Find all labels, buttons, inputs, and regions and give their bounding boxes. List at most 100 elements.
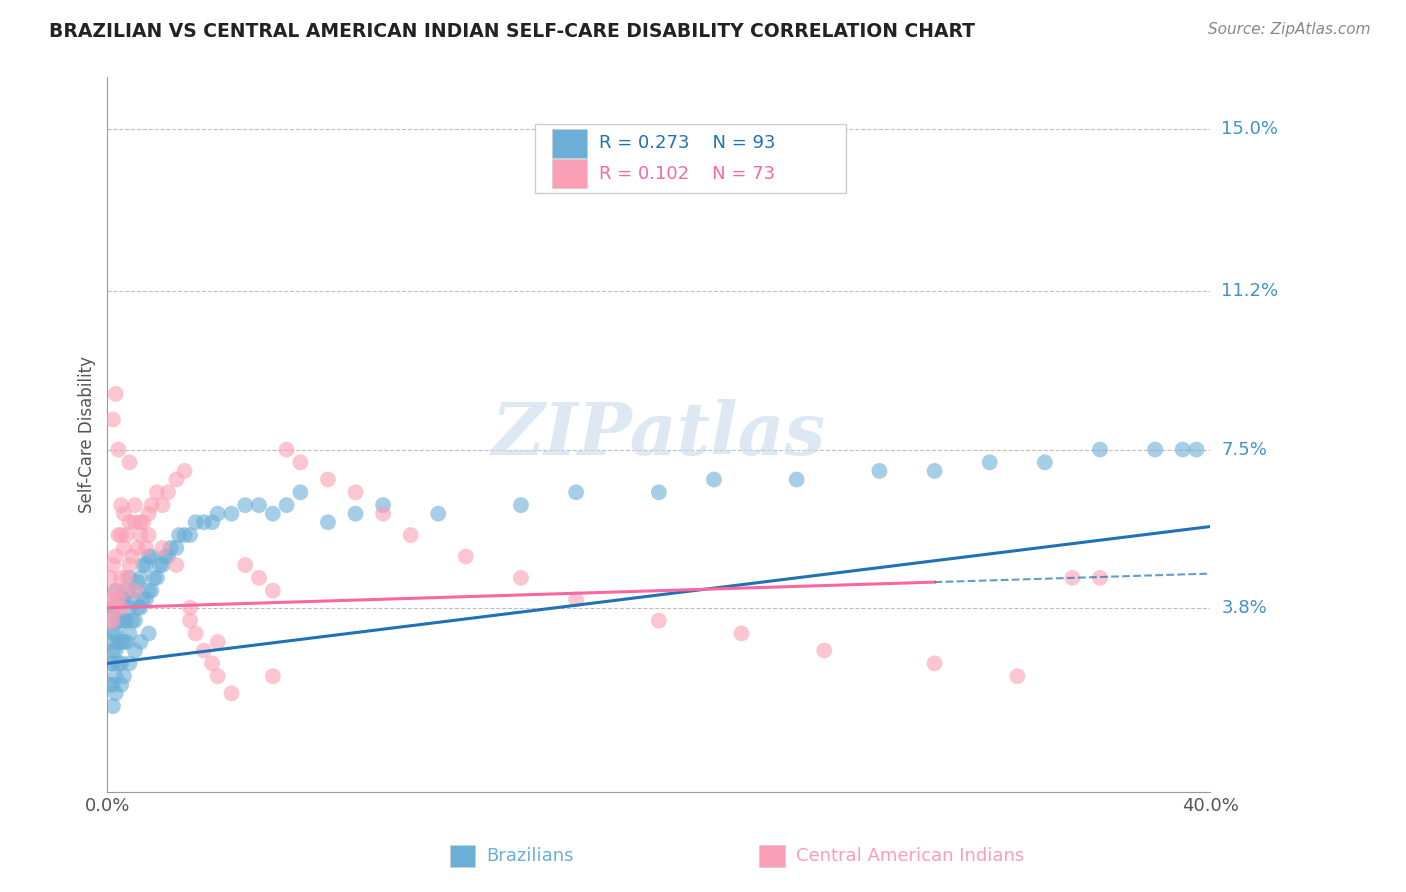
Point: [121, 549, 143, 564]
Point: [207, 507, 229, 521]
Point: [129, 600, 152, 615]
Point: [247, 498, 270, 512]
Point: [129, 635, 152, 649]
Point: [233, 558, 256, 572]
Point: [207, 635, 229, 649]
Point: [115, 614, 138, 628]
Point: [1185, 442, 1208, 457]
Point: [138, 626, 160, 640]
Point: [201, 657, 224, 671]
Point: [129, 528, 152, 542]
Point: [127, 541, 149, 555]
Point: [179, 600, 201, 615]
Point: [101, 699, 124, 714]
Point: [101, 614, 124, 628]
Point: [110, 592, 132, 607]
Point: [165, 473, 187, 487]
Point: [107, 442, 129, 457]
Point: [262, 669, 284, 683]
Point: [157, 485, 180, 500]
Point: [104, 549, 127, 564]
Point: [565, 592, 588, 607]
Point: [193, 643, 215, 657]
Point: [112, 635, 135, 649]
Point: [98, 614, 121, 628]
Point: [118, 657, 141, 671]
Text: 7.5%: 7.5%: [1222, 441, 1267, 458]
Point: [454, 549, 477, 564]
Point: [127, 575, 149, 590]
Point: [107, 614, 129, 628]
Point: [138, 528, 160, 542]
Point: [173, 464, 195, 478]
Point: [110, 528, 132, 542]
Point: [132, 558, 155, 572]
Point: [146, 571, 169, 585]
Point: [112, 614, 135, 628]
Point: [138, 507, 160, 521]
Point: [118, 626, 141, 640]
Point: [104, 583, 127, 598]
Point: [98, 571, 121, 585]
Point: [141, 498, 163, 512]
Point: [184, 626, 207, 640]
Point: [138, 583, 160, 598]
Point: [98, 635, 121, 649]
Point: [129, 571, 152, 585]
Point: [146, 485, 169, 500]
Text: BRAZILIAN VS CENTRAL AMERICAN INDIAN SELF-CARE DISABILITY CORRELATION CHART: BRAZILIAN VS CENTRAL AMERICAN INDIAN SEL…: [49, 22, 976, 41]
Point: [127, 600, 149, 615]
Point: [104, 600, 127, 615]
Point: [155, 549, 177, 564]
Point: [179, 614, 201, 628]
Point: [1033, 455, 1056, 469]
Point: [193, 515, 215, 529]
Text: R = 0.102    N = 73: R = 0.102 N = 73: [599, 165, 775, 183]
Point: [179, 528, 201, 542]
Point: [233, 498, 256, 512]
Point: [104, 626, 127, 640]
Point: [290, 485, 312, 500]
Point: [427, 507, 450, 521]
Text: 11.2%: 11.2%: [1222, 282, 1278, 301]
Point: [1144, 442, 1167, 457]
Point: [924, 657, 946, 671]
Point: [124, 498, 146, 512]
Point: [98, 657, 121, 671]
Point: [101, 626, 124, 640]
Point: [510, 571, 533, 585]
Point: [101, 600, 124, 615]
Point: [118, 515, 141, 529]
Point: [110, 657, 132, 671]
Point: [115, 583, 138, 598]
Point: [110, 614, 132, 628]
Point: [276, 442, 298, 457]
Point: [118, 600, 141, 615]
Point: [107, 657, 129, 671]
Point: [138, 549, 160, 564]
Point: [371, 507, 394, 521]
Point: [371, 498, 394, 512]
Point: [1088, 442, 1111, 457]
Point: [110, 600, 132, 615]
Text: 3.8%: 3.8%: [1222, 599, 1267, 616]
Text: Source: ZipAtlas.com: Source: ZipAtlas.com: [1208, 22, 1371, 37]
Point: [121, 614, 143, 628]
Point: [124, 583, 146, 598]
Point: [98, 592, 121, 607]
Point: [104, 669, 127, 683]
Point: [135, 541, 157, 555]
Point: [129, 515, 152, 529]
Point: [149, 558, 172, 572]
Point: [868, 464, 890, 478]
Point: [184, 515, 207, 529]
Point: [104, 686, 127, 700]
Point: [115, 635, 138, 649]
Point: [115, 571, 138, 585]
Point: [157, 549, 180, 564]
Point: [159, 541, 181, 555]
Point: [565, 485, 588, 500]
Point: [118, 571, 141, 585]
Text: 15.0%: 15.0%: [1222, 120, 1278, 137]
Point: [98, 678, 121, 692]
